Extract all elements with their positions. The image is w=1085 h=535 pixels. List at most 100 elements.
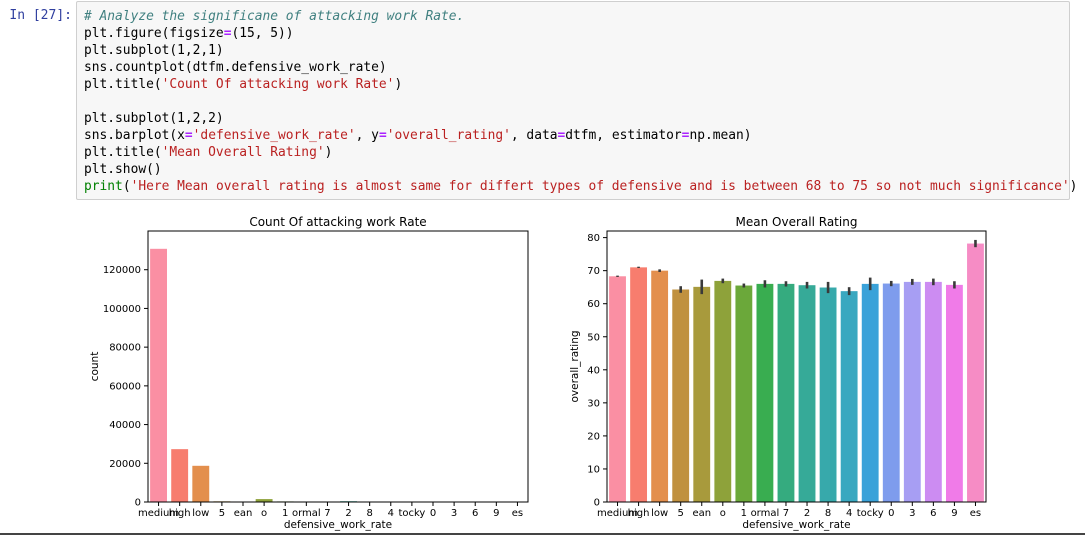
- bar-5: [255, 499, 273, 502]
- code-cell[interactable]: # Analyze the significane of attacking w…: [76, 1, 1077, 200]
- bar-12: [861, 283, 879, 502]
- y-tick-label: 0: [135, 498, 141, 509]
- code-token: , y: [355, 128, 379, 143]
- code-line-8: sns.barplot(x='defensive_work_rate', y='…: [84, 127, 1077, 144]
- x-tick-label: 5: [219, 508, 225, 519]
- y-tick-label: 80: [587, 233, 600, 244]
- x-tick-label: ormal: [751, 508, 780, 519]
- code-token: ): [1069, 179, 1078, 194]
- x-tick-label: ean: [234, 508, 253, 519]
- code-token: plt.title(: [84, 145, 162, 160]
- code-token: , data: [510, 128, 558, 143]
- y-tick-label: 40: [587, 365, 600, 376]
- code-operator: =: [557, 128, 566, 143]
- y-tick-label: 60000: [109, 381, 141, 392]
- y-tick-label: 0: [594, 498, 600, 509]
- code-line-1: # Analyze the significane of attacking w…: [84, 8, 1077, 25]
- y-tick-label: 70: [587, 266, 600, 277]
- x-tick-label: low: [192, 508, 209, 519]
- x-tick-label: 2: [804, 508, 810, 519]
- x-tick-label: 9: [951, 508, 957, 519]
- chart-title: Count Of attacking work Rate: [249, 215, 426, 229]
- bar-9: [798, 285, 816, 502]
- x-tick-label: 0: [430, 508, 436, 519]
- x-tick-label: 8: [366, 508, 372, 519]
- y-tick-label: 120000: [103, 265, 141, 276]
- count-chart: 0 20000 40000 60000 80000 100000 120000 mediumh…: [89, 215, 529, 531]
- code-token: ): [394, 77, 403, 92]
- x-tick-label: 2: [345, 508, 351, 519]
- x-tick-label: 7: [324, 508, 330, 519]
- x-tick-label: 8: [825, 508, 831, 519]
- x-tick-label: es: [970, 508, 981, 519]
- bar-2: [192, 465, 210, 502]
- x-tick-label: o: [261, 508, 267, 519]
- code-token: np.mean): [689, 128, 752, 143]
- code-operator: =: [681, 128, 690, 143]
- y-tick-label: 80000: [109, 343, 141, 354]
- code-string: 'Mean Overall Rating': [161, 145, 325, 160]
- code-string: 'overall_rating': [386, 128, 511, 143]
- bar-7: [756, 283, 774, 502]
- code-editor[interactable]: # Analyze the significane of attacking w…: [84, 8, 1077, 195]
- bar-14: [903, 281, 921, 502]
- code-operator: =: [378, 128, 387, 143]
- code-token: plt.title(: [84, 77, 162, 92]
- code-string: 'Count Of attacking work Rate': [161, 77, 395, 92]
- x-axis-label: defensive_work_rate: [742, 519, 850, 531]
- y-tick-label: 30: [587, 398, 600, 409]
- code-operator: =: [223, 26, 232, 41]
- axes-frame: [606, 230, 987, 503]
- bar-0: [609, 276, 626, 502]
- x-axis-label: defensive_work_rate: [284, 519, 392, 531]
- x-tick-label: 6: [930, 508, 936, 519]
- cell-prompt: In [27]:: [9, 8, 72, 23]
- bar-17: [967, 243, 984, 502]
- x-tick-label: 9: [493, 508, 499, 519]
- bar-16: [945, 284, 963, 502]
- x-tick-label: ormal: [292, 508, 321, 519]
- code-comment: # Analyze the significane of attacking w…: [84, 9, 465, 24]
- y-tick-label: 20000: [109, 459, 141, 470]
- y-tick-label: 60: [587, 299, 600, 310]
- code-token: (: [122, 179, 131, 194]
- code-line-11: print('Here Mean overall rating is almos…: [84, 178, 1077, 195]
- x-tick-label: 0: [888, 508, 894, 519]
- x-tick-label: 6: [472, 508, 478, 519]
- x-tick-label: es: [512, 508, 523, 519]
- code-token: (15, 5)): [231, 26, 294, 41]
- x-tick-label: 1: [741, 508, 747, 519]
- x-tick-label: tocky: [857, 508, 884, 519]
- bar-3: [672, 289, 690, 502]
- x-tick-label: high: [169, 508, 191, 519]
- bar-6: [735, 285, 753, 502]
- code-line-4: sns.countplot(dtfm.defensive_work_rate): [84, 60, 387, 75]
- bar-0: [150, 248, 167, 502]
- output-figure: 020000400006000080000100000120000mediumh…: [89, 215, 987, 531]
- x-tick-label: 1: [282, 508, 288, 519]
- bar-8: [777, 283, 795, 502]
- x-tick-label: tocky: [398, 508, 425, 519]
- x-tick-label: medium: [138, 508, 179, 519]
- chart-title: Mean Overall Rating: [736, 215, 858, 229]
- bar-13: [882, 283, 900, 502]
- bar-2: [651, 270, 669, 502]
- code-token: ): [324, 145, 333, 160]
- x-tick-label: 5: [678, 508, 684, 519]
- y-axis-label: count: [89, 352, 101, 382]
- code-line-7: plt.subplot(1,2,2): [84, 111, 224, 126]
- y-tick-label: 40000: [109, 420, 141, 431]
- axes-frame: [147, 230, 529, 503]
- bar-11: [840, 291, 858, 502]
- bar-10: [819, 287, 837, 502]
- bar-4: [693, 286, 711, 502]
- y-tick-label: 20: [587, 431, 600, 442]
- code-token: dtfm, estimator: [565, 128, 682, 143]
- code-line-3: plt.subplot(1,2,1): [84, 43, 224, 58]
- x-tick-label: 4: [846, 508, 852, 519]
- bar-1: [171, 449, 189, 502]
- code-line-10: plt.show(): [84, 162, 162, 177]
- y-axis-label: overall_rating: [569, 330, 581, 402]
- y-tick-label: 100000: [103, 304, 141, 315]
- x-tick-label: medium: [597, 508, 638, 519]
